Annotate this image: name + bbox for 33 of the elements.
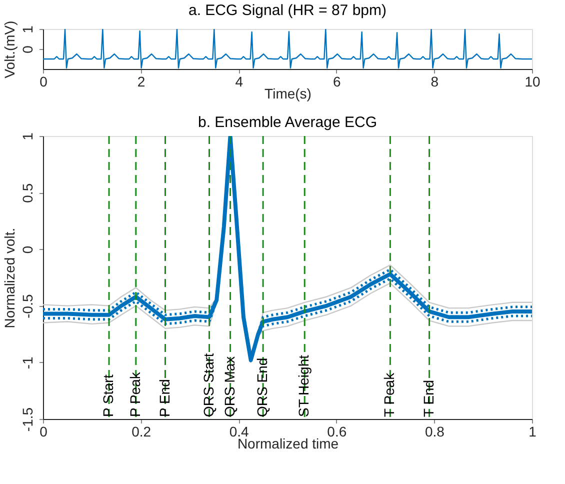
x-tick-label: 4 (235, 74, 244, 90)
x-tick-label: 0 (40, 424, 48, 440)
x-tick-label: 2 (137, 74, 146, 90)
x-tick-label: 0.2 (132, 424, 152, 440)
x-tick-label: 0.8 (424, 424, 445, 440)
y-axis-title: Normalized volt. (2, 228, 18, 328)
y-tick-label: -1 (20, 356, 36, 370)
x-tick-label: 1 (528, 424, 537, 440)
x-tick-label: 6 (333, 74, 341, 90)
ref-line-label: ST Height (296, 354, 312, 417)
y-tick-label: -1.5 (20, 407, 36, 432)
x-axis-title: Time(s) (264, 86, 312, 102)
y-tick-label: -0.5 (20, 294, 36, 318)
x-tick-label: 10 (524, 74, 540, 90)
y-tick-label: 0 (20, 45, 36, 54)
y-axis-title: Volt.(mV) (2, 20, 18, 78)
chart-title: a. ECG Signal (HR = 87 bpm) (188, 2, 386, 20)
line-series (43, 29, 532, 69)
ref-line-label: QRS Start (200, 353, 216, 417)
ref-line-label: QRS Max (221, 356, 238, 417)
y-tick-label: 1 (20, 132, 36, 140)
y-tick-label: 1 (20, 25, 36, 34)
ref-line-label: P Start (100, 374, 116, 417)
ref-line-label: T End (420, 380, 436, 417)
y-tick-label: 0 (20, 246, 36, 254)
ref-line-label: QRS End (254, 358, 270, 417)
x-tick-label: 0 (40, 74, 48, 90)
x-tick-label: 8 (430, 74, 439, 90)
y-tick-label: 0.5 (20, 183, 36, 203)
ref-line-label: P Peak (126, 371, 143, 417)
chart-title: b. Ensemble Average ECG (198, 114, 377, 132)
ref-line-label: P End (156, 379, 172, 417)
ref-line-label: T Peak (381, 372, 398, 417)
